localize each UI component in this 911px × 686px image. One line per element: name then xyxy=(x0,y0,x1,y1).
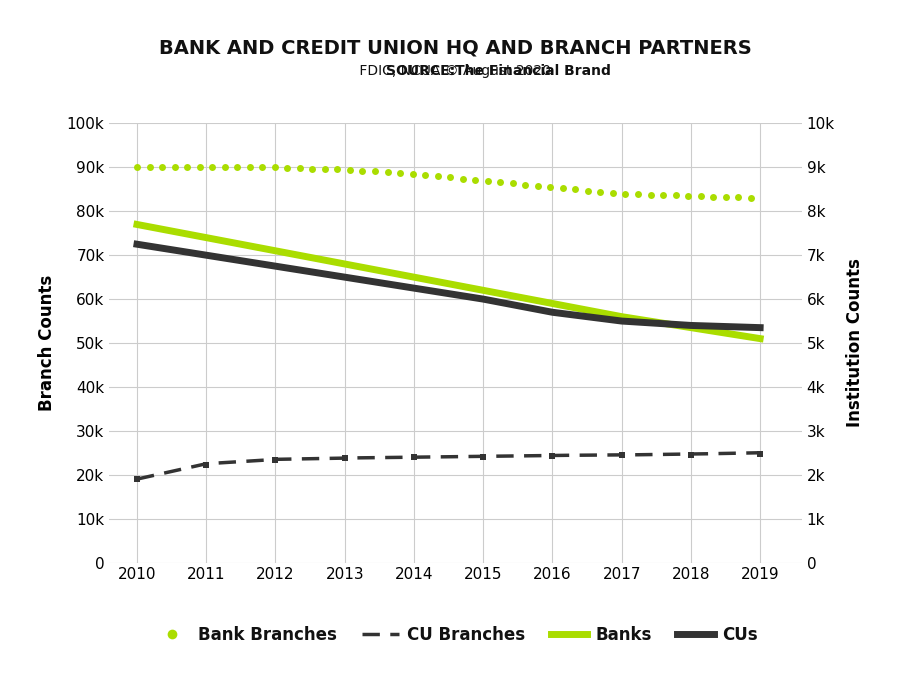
Banks xyxy=(685,324,696,332)
CUs xyxy=(547,308,558,316)
Banks xyxy=(131,220,142,228)
Bank Branches xyxy=(248,163,259,172)
Y-axis label: Institution Counts: Institution Counts xyxy=(845,259,864,427)
CU Branches xyxy=(157,469,168,477)
Banks xyxy=(547,299,558,307)
CU Branches xyxy=(131,475,142,483)
Line: Bank Branches: Bank Branches xyxy=(134,164,763,202)
Bank Branches xyxy=(169,163,180,172)
Bank Branches xyxy=(701,192,712,200)
Bank Branches xyxy=(131,163,142,172)
Line: CU Branches: CU Branches xyxy=(137,453,760,479)
Text: SOURCE:: SOURCE: xyxy=(386,64,456,78)
Banks xyxy=(754,335,765,343)
CUs xyxy=(270,262,281,270)
Bank Branches xyxy=(754,194,765,202)
CUs xyxy=(616,317,627,325)
CUs xyxy=(685,321,696,329)
CU Branches xyxy=(701,449,712,458)
CUs xyxy=(131,240,142,248)
CUs xyxy=(408,284,419,292)
CUs xyxy=(200,251,211,259)
Line: Banks: Banks xyxy=(137,224,760,339)
Bank Branches xyxy=(157,163,168,172)
CUs xyxy=(477,295,488,303)
Text: FDIC, NCUA © August 2020: FDIC, NCUA © August 2020 xyxy=(355,64,556,78)
Y-axis label: Branch Counts: Branch Counts xyxy=(37,275,56,411)
Banks xyxy=(408,273,419,281)
Legend: Bank Branches, CU Branches, Banks, CUs: Bank Branches, CU Branches, Banks, CUs xyxy=(147,619,764,651)
Banks xyxy=(477,286,488,294)
CU Branches xyxy=(298,455,309,463)
CU Branches xyxy=(169,466,180,475)
Bank Branches xyxy=(723,193,734,201)
Banks xyxy=(270,247,281,255)
Banks xyxy=(616,313,627,321)
CU Branches xyxy=(754,449,765,457)
CUs xyxy=(339,273,350,281)
CU Branches xyxy=(248,457,259,465)
CUs xyxy=(754,324,765,332)
Text: BANK AND CREDIT UNION HQ AND BRANCH PARTNERS: BANK AND CREDIT UNION HQ AND BRANCH PART… xyxy=(159,38,752,58)
CU Branches xyxy=(723,449,734,458)
Banks xyxy=(339,260,350,268)
Line: CUs: CUs xyxy=(137,244,760,328)
Bank Branches xyxy=(298,164,309,172)
Text: The Financial Brand: The Financial Brand xyxy=(456,64,611,78)
Banks xyxy=(200,233,211,241)
